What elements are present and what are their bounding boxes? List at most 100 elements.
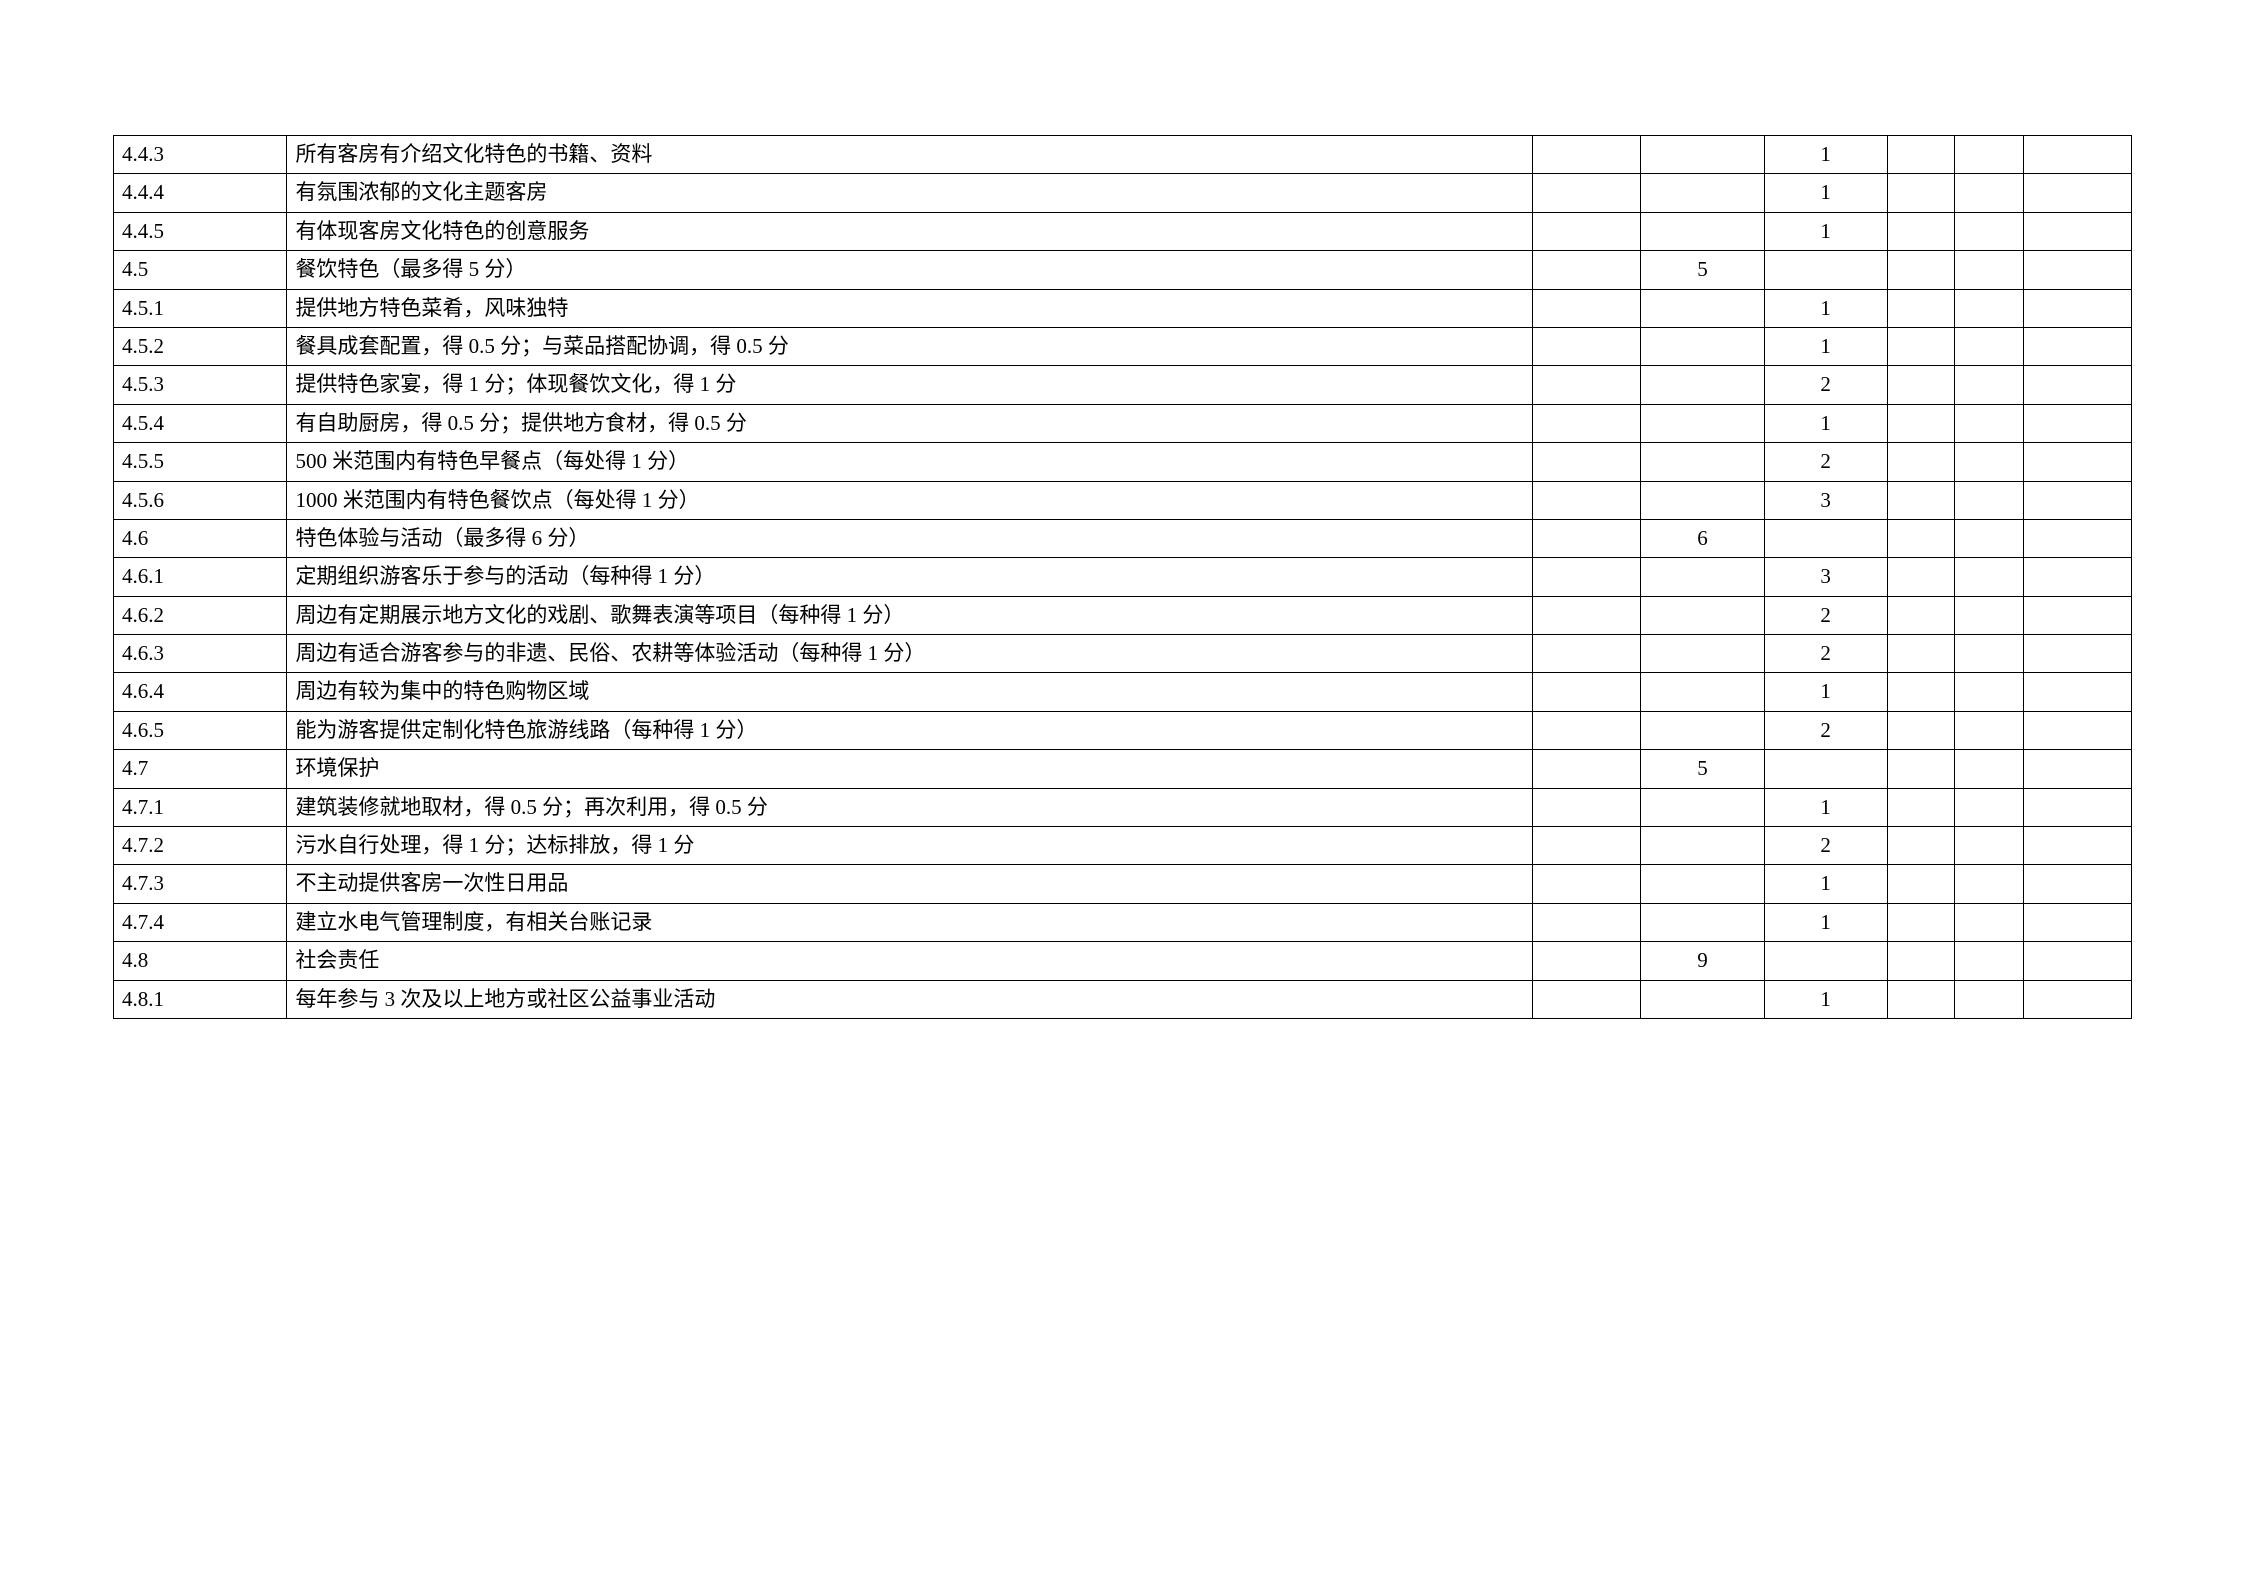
cell-blank-e [1954, 711, 2023, 749]
cell-blank-f [2023, 942, 2131, 980]
cell-score-a [1533, 903, 1641, 941]
cell-id: 4.5.1 [114, 289, 287, 327]
table-row: 4.8.1每年参与 3 次及以上地方或社区公益事业活动1 [114, 980, 2132, 1018]
cell-blank-d [1887, 289, 1954, 327]
cell-score-a [1533, 251, 1641, 289]
cell-score-b [1641, 481, 1764, 519]
cell-blank-f [2023, 366, 2131, 404]
cell-description: 建筑装修就地取材，得 0.5 分；再次利用，得 0.5 分 [287, 788, 1533, 826]
cell-score-a [1533, 635, 1641, 673]
cell-score-a [1533, 366, 1641, 404]
cell-score-c: 1 [1764, 212, 1887, 250]
cell-score-c: 2 [1764, 711, 1887, 749]
cell-blank-f [2023, 136, 2131, 174]
cell-blank-d [1887, 481, 1954, 519]
cell-blank-d [1887, 366, 1954, 404]
cell-blank-f [2023, 251, 2131, 289]
cell-score-a [1533, 827, 1641, 865]
cell-id: 4.6.1 [114, 558, 287, 596]
cell-id: 4.6.4 [114, 673, 287, 711]
cell-id: 4.5.6 [114, 481, 287, 519]
cell-blank-e [1954, 635, 2023, 673]
cell-description: 1000 米范围内有特色餐饮点（每处得 1 分） [287, 481, 1533, 519]
cell-blank-d [1887, 673, 1954, 711]
cell-id: 4.8 [114, 942, 287, 980]
cell-score-b [1641, 865, 1764, 903]
table-row: 4.5餐饮特色（最多得 5 分）5 [114, 251, 2132, 289]
cell-blank-f [2023, 980, 2131, 1018]
cell-description: 提供地方特色菜肴，风味独特 [287, 289, 1533, 327]
table-row: 4.6.2周边有定期展示地方文化的戏剧、歌舞表演等项目（每种得 1 分）2 [114, 596, 2132, 634]
cell-blank-d [1887, 711, 1954, 749]
cell-score-a [1533, 865, 1641, 903]
cell-blank-d [1887, 251, 1954, 289]
cell-score-b [1641, 635, 1764, 673]
cell-blank-d [1887, 788, 1954, 826]
cell-blank-e [1954, 558, 2023, 596]
cell-score-c: 2 [1764, 827, 1887, 865]
cell-id: 4.4.5 [114, 212, 287, 250]
cell-score-a [1533, 596, 1641, 634]
cell-blank-f [2023, 673, 2131, 711]
cell-blank-d [1887, 635, 1954, 673]
cell-score-b: 5 [1641, 750, 1764, 788]
table-row: 4.4.4有氛围浓郁的文化主题客房1 [114, 174, 2132, 212]
cell-description: 提供特色家宴，得 1 分；体现餐饮文化，得 1 分 [287, 366, 1533, 404]
cell-blank-e [1954, 289, 2023, 327]
cell-score-a [1533, 711, 1641, 749]
cell-score-c: 3 [1764, 558, 1887, 596]
cell-id: 4.5.2 [114, 327, 287, 365]
cell-score-a [1533, 519, 1641, 557]
cell-score-c: 2 [1764, 635, 1887, 673]
cell-description: 污水自行处理，得 1 分；达标排放，得 1 分 [287, 827, 1533, 865]
cell-score-b: 5 [1641, 251, 1764, 289]
cell-blank-e [1954, 596, 2023, 634]
cell-score-c: 1 [1764, 136, 1887, 174]
cell-description: 环境保护 [287, 750, 1533, 788]
cell-id: 4.5.5 [114, 443, 287, 481]
table-row: 4.4.3所有客房有介绍文化特色的书籍、资料1 [114, 136, 2132, 174]
cell-blank-f [2023, 903, 2131, 941]
cell-score-b [1641, 673, 1764, 711]
cell-blank-d [1887, 136, 1954, 174]
table-row: 4.6.1定期组织游客乐于参与的活动（每种得 1 分）3 [114, 558, 2132, 596]
cell-description: 周边有适合游客参与的非遗、民俗、农耕等体验活动（每种得 1 分） [287, 635, 1533, 673]
cell-score-b [1641, 827, 1764, 865]
cell-score-a [1533, 481, 1641, 519]
cell-blank-f [2023, 212, 2131, 250]
cell-blank-d [1887, 750, 1954, 788]
cell-score-a [1533, 174, 1641, 212]
table-row: 4.7.4建立水电气管理制度，有相关台账记录1 [114, 903, 2132, 941]
cell-score-b [1641, 289, 1764, 327]
cell-score-c [1764, 942, 1887, 980]
cell-score-b [1641, 903, 1764, 941]
cell-score-b [1641, 136, 1764, 174]
table-row: 4.6特色体验与活动（最多得 6 分）6 [114, 519, 2132, 557]
cell-description: 不主动提供客房一次性日用品 [287, 865, 1533, 903]
cell-blank-e [1954, 251, 2023, 289]
cell-score-c: 1 [1764, 865, 1887, 903]
evaluation-table: 4.4.3所有客房有介绍文化特色的书籍、资料14.4.4有氛围浓郁的文化主题客房… [113, 135, 2132, 1019]
cell-score-c: 2 [1764, 366, 1887, 404]
cell-id: 4.6.5 [114, 711, 287, 749]
cell-score-c: 1 [1764, 980, 1887, 1018]
cell-id: 4.7.1 [114, 788, 287, 826]
cell-score-b [1641, 404, 1764, 442]
cell-blank-f [2023, 519, 2131, 557]
table-row: 4.5.61000 米范围内有特色餐饮点（每处得 1 分）3 [114, 481, 2132, 519]
cell-description: 有体现客房文化特色的创意服务 [287, 212, 1533, 250]
cell-score-c: 2 [1764, 596, 1887, 634]
cell-blank-e [1954, 865, 2023, 903]
cell-blank-f [2023, 788, 2131, 826]
cell-blank-f [2023, 558, 2131, 596]
cell-score-a [1533, 558, 1641, 596]
cell-score-b [1641, 980, 1764, 1018]
cell-score-a [1533, 212, 1641, 250]
cell-score-a [1533, 136, 1641, 174]
cell-score-b [1641, 366, 1764, 404]
cell-score-c: 1 [1764, 404, 1887, 442]
cell-blank-e [1954, 942, 2023, 980]
cell-description: 餐饮特色（最多得 5 分） [287, 251, 1533, 289]
cell-description: 周边有较为集中的特色购物区域 [287, 673, 1533, 711]
cell-blank-d [1887, 212, 1954, 250]
